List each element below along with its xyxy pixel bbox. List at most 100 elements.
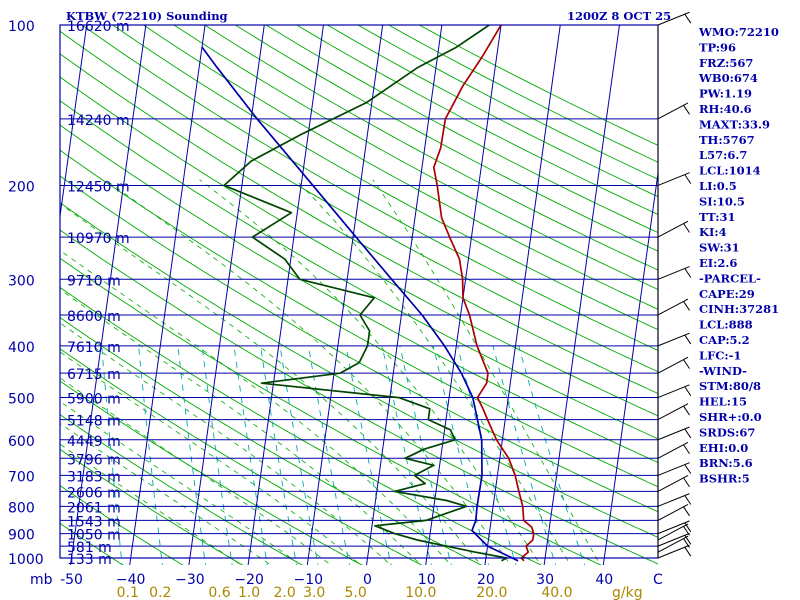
dry-adiabat — [60, 485, 184, 565]
dry-adiabat — [81, 25, 658, 351]
isotherm — [0, 13, 29, 569]
mixing-ratio-label: 5.0 — [345, 585, 367, 600]
index-item: EHI:0.0 — [699, 441, 748, 455]
pressure-tick-label: 900 — [8, 528, 35, 544]
temp-tick-label: −30 — [175, 572, 205, 588]
wind-barb — [657, 220, 689, 238]
index-item: SW:31 — [699, 241, 740, 255]
dry-adiabat — [60, 76, 658, 417]
height-label: 133 m — [67, 552, 112, 568]
height-label: 5900 m — [67, 392, 121, 408]
wind-barb — [657, 523, 689, 541]
dry-adiabat — [60, 317, 483, 565]
mixing-ratio-line — [101, 345, 123, 565]
height-label: 16620 m — [67, 19, 130, 35]
parcel-line — [201, 46, 519, 562]
moist-adiabat — [60, 443, 242, 565]
wind-barbs — [657, 11, 692, 559]
mixing-ratio-line — [492, 345, 557, 565]
index-item: CAP:5.2 — [699, 333, 750, 347]
moist-adiabat — [60, 288, 422, 565]
isotherm — [188, 25, 265, 565]
mixing-ratio-label: 0.6 — [208, 585, 230, 600]
wind-barb-flag — [684, 334, 692, 345]
wind-barb-flag — [684, 386, 692, 397]
temperature-line — [432, 25, 535, 562]
moist-adiabat — [372, 179, 601, 565]
valid-time: 1200Z 8 OCT 25 — [567, 9, 671, 23]
mixing-ratio-label: 1.0 — [238, 585, 260, 600]
dry-adiabat — [234, 25, 658, 252]
dry-adiabat — [60, 348, 423, 565]
wind-barb — [657, 535, 689, 553]
mixing-ratio-line — [201, 345, 233, 565]
height-label: 7610 m — [67, 340, 121, 356]
wind-barb — [657, 520, 690, 535]
wind-barb-flag — [684, 535, 692, 545]
temp-axis-unit: C — [653, 572, 663, 588]
temp-tick-label: 40 — [595, 572, 613, 588]
wind-barb-flag — [684, 268, 692, 278]
index-item: TH:5767 — [699, 133, 755, 147]
index-item: STM:80/8 — [699, 379, 761, 393]
isotherm — [60, 25, 88, 220]
wind-barb-flag — [683, 405, 690, 416]
wind-barb-flag — [684, 13, 692, 24]
mixing-ratio-label: 40.0 — [541, 585, 572, 600]
mixing-ratio-label: 0.1 — [117, 585, 139, 600]
pressure-tick-label: 600 — [8, 434, 35, 450]
mixing-ratio-label: 20.0 — [476, 585, 507, 600]
index-item: LI:0.5 — [699, 179, 737, 193]
wind-barb-flag — [684, 174, 692, 184]
height-label: 14240 m — [67, 113, 130, 129]
index-item: CINH:37281 — [699, 302, 779, 316]
index-item: SHR+:0.0 — [699, 410, 762, 424]
temp-tick-label: −10 — [294, 572, 324, 588]
wind-barb — [657, 11, 690, 26]
temp-tick-label: 10 — [418, 572, 436, 588]
pressure-tick-label: 100 — [8, 19, 35, 35]
height-label: 6715 m — [67, 367, 121, 383]
wind-barb — [657, 332, 690, 347]
temp-tick-label: −20 — [234, 572, 264, 588]
isotherm — [602, 169, 658, 565]
dry-adiabat — [60, 30, 658, 373]
dry-adiabat — [60, 149, 658, 488]
pressure-tick-label: 700 — [8, 469, 35, 485]
index-item: FRZ:567 — [699, 56, 753, 70]
index-item: BSHR:5 — [699, 472, 750, 486]
height-label: 581 m — [67, 540, 112, 556]
mixing-ratio-line — [233, 345, 268, 565]
wind-barb-flag — [683, 223, 690, 233]
moist-adiabat — [60, 203, 482, 565]
index-item: L57:6.7 — [699, 148, 747, 162]
pressure-tick-label: 200 — [8, 179, 35, 195]
dewpoint-line — [223, 25, 508, 562]
temp-tick-label: 20 — [477, 572, 495, 588]
wind-barb — [657, 441, 689, 459]
wind-barb — [657, 493, 690, 507]
temp-tick-label: 30 — [536, 572, 554, 588]
dry-adiabat — [60, 380, 363, 565]
wind-barb — [657, 102, 689, 120]
index-item: SRDS:67 — [699, 425, 755, 439]
height-label: 10970 m — [67, 231, 130, 247]
dry-adiabat — [60, 100, 658, 440]
wind-barb-flag — [683, 105, 690, 115]
moist-adiabat — [60, 351, 362, 565]
height-label: 1050 m — [67, 528, 121, 544]
isotherm — [543, 25, 620, 565]
pressure-tick-label: 1000 — [8, 552, 44, 568]
pressure-tick-label: 300 — [8, 273, 35, 289]
moist-adiabat — [60, 377, 332, 565]
wind-barb-flag — [683, 301, 690, 311]
wind-barb — [657, 426, 690, 441]
index-item: -PARCEL- — [699, 271, 761, 285]
index-item: LCL:888 — [699, 318, 753, 332]
moist-adiabat — [199, 179, 542, 565]
dry-adiabat — [173, 25, 658, 290]
index-item: PW:1.19 — [699, 87, 752, 101]
pressure-tick-label: 500 — [8, 392, 35, 408]
temp-tick-label: -50 — [60, 572, 83, 588]
